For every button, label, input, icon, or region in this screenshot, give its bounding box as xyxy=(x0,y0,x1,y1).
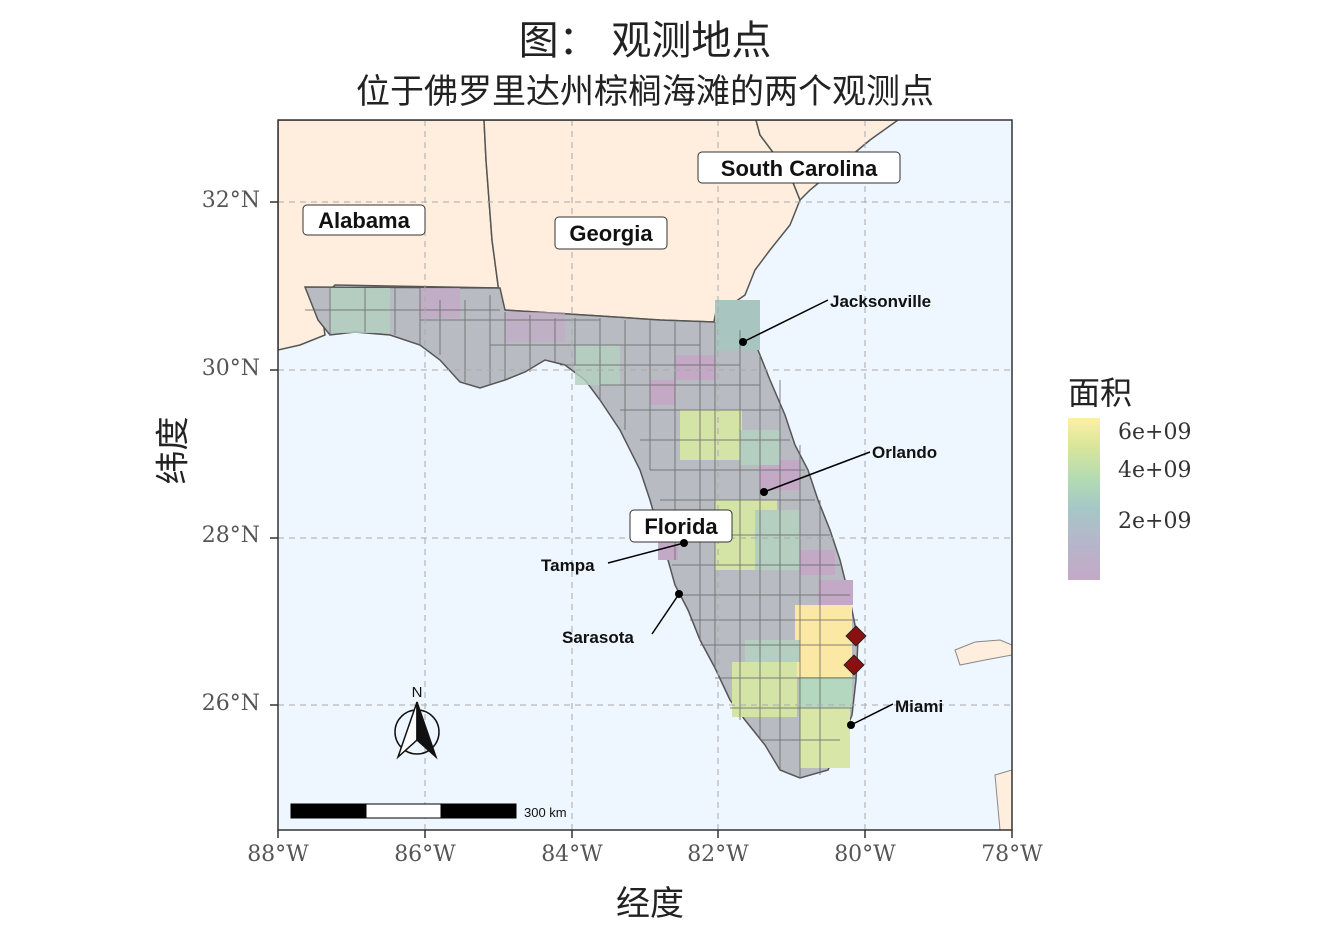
map-subtitle: 位于佛罗里达州棕榈海滩的两个观测点 xyxy=(356,72,934,112)
y-tick-26n: 26°N xyxy=(201,691,260,716)
county-tint xyxy=(745,640,800,662)
legend-label-2e9: 2e+09 xyxy=(1118,509,1192,534)
county-tint xyxy=(732,662,797,717)
observation-point-2 xyxy=(843,654,865,676)
county-borders xyxy=(305,288,858,778)
county-tint xyxy=(680,410,742,460)
legend-title: 面积 xyxy=(1068,374,1133,412)
scale-bar: 300 km xyxy=(290,803,567,820)
city-label-orlando: Orlando xyxy=(872,443,937,462)
county-tint xyxy=(505,312,565,342)
x-axis-label: 经度 xyxy=(616,884,684,924)
south-carolina-label-box xyxy=(697,151,901,184)
county-tint xyxy=(675,355,715,380)
bahamas-region xyxy=(954,639,1012,830)
county-tint xyxy=(658,540,678,560)
georgia-label: Georgia xyxy=(569,221,653,246)
alabama-label: Alabama xyxy=(318,208,410,233)
y-tick-32n: 32°N xyxy=(201,188,260,213)
north-arrow-label: N xyxy=(412,684,423,701)
map-title: 图： 观测地点 xyxy=(518,18,772,64)
y-tick-30n: 30°N xyxy=(201,356,260,381)
county-tint xyxy=(800,678,852,708)
x-tick-78w: 78°W xyxy=(981,842,1043,867)
city-label-miami: Miami xyxy=(895,697,943,716)
observation-point-1 xyxy=(845,625,867,647)
x-tick-88w: 88°W xyxy=(247,842,309,867)
north-arrow-icon: N xyxy=(394,684,440,760)
x-tick-80w: 80°W xyxy=(834,842,896,867)
florida-label: Florida xyxy=(644,514,718,539)
legend-label-6e9: 6e+09 xyxy=(1118,420,1192,445)
city-jacksonville: Jacksonville xyxy=(739,292,931,346)
georgia-label-box xyxy=(554,216,668,250)
alabama-label-box xyxy=(302,204,426,236)
county-tint xyxy=(800,708,850,768)
legend-label-4e9: 4e+09 xyxy=(1118,458,1192,483)
city-orlando: Orlando xyxy=(760,443,937,496)
city-label-sarasota: Sarasota xyxy=(562,628,634,647)
county-tint xyxy=(818,580,853,605)
city-miami: Miami xyxy=(847,697,943,729)
city-label-jacksonville: Jacksonville xyxy=(830,292,931,311)
city-tampa: Tampa xyxy=(541,539,688,575)
map-frame xyxy=(277,119,1013,831)
county-tint xyxy=(650,380,675,405)
x-tick-82w: 82°W xyxy=(687,842,749,867)
x-tick-86w: 86°W xyxy=(394,842,456,867)
x-tick-84w: 84°W xyxy=(541,842,603,867)
city-label-tampa: Tampa xyxy=(541,556,595,575)
y-tick-28n: 28°N xyxy=(201,523,260,548)
south-carolina-label: South Carolina xyxy=(721,156,878,181)
scale-bar-label: 300 km xyxy=(524,805,567,820)
axis-ticks xyxy=(270,201,1013,838)
county-tint xyxy=(715,300,760,350)
county-tint xyxy=(800,550,835,575)
county-tint xyxy=(755,510,800,570)
legend-colorbar xyxy=(1068,418,1100,580)
city-sarasota: Sarasota xyxy=(562,590,683,647)
graticule xyxy=(278,120,1012,830)
county-tint xyxy=(795,605,852,677)
